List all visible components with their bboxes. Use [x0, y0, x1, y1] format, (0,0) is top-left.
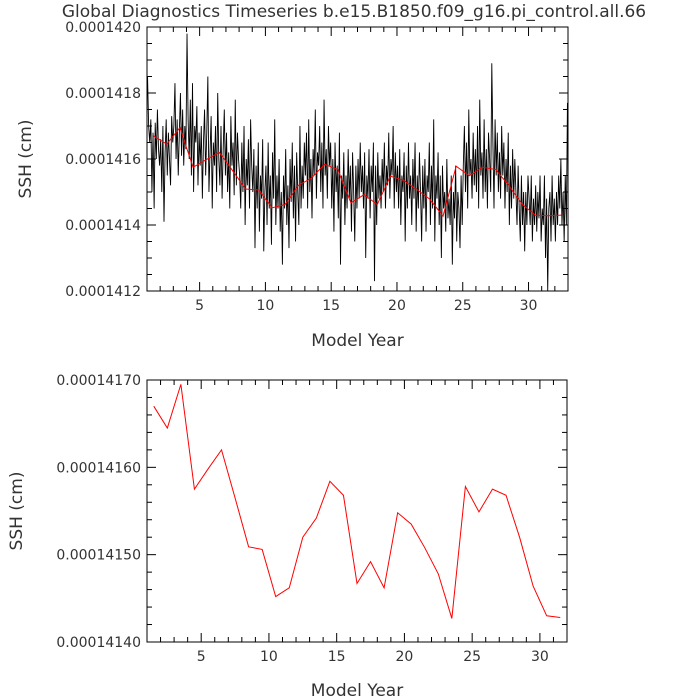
top-panel-y-axis-label: SSH (cm)	[16, 120, 36, 199]
y-tick-label: 0.00014160	[56, 460, 141, 476]
x-tick-label: 15	[328, 649, 346, 665]
annual-mean-series-line	[153, 126, 562, 218]
top-panel: 5 10 15 20 25 30 0.0001412 0.0001414 0.0001416 0.…	[16, 20, 569, 351]
y-tick-label: 0.0001414	[65, 218, 141, 234]
top-panel-tick-labels: 5 10 15 20 25 30 0.0001412 0.0001414 0.0001416 0.…	[65, 20, 537, 314]
bottom-panel-series	[153, 384, 561, 619]
x-tick-label: 10	[260, 649, 278, 665]
x-tick-label: 10	[256, 298, 274, 314]
top-panel-x-axis-label: Model Year	[311, 331, 403, 351]
figure-title: Global Diagnostics Timeseries b.e15.B185…	[62, 2, 646, 22]
top-panel-series	[147, 33, 568, 291]
bottom-panel-ticks	[146, 379, 568, 643]
x-tick-label: 20	[388, 298, 406, 314]
monthly-series-line	[147, 33, 568, 291]
x-tick-label: 30	[531, 649, 549, 665]
bottom-panel: 5 10 15 20 25 30 0.00014140 0.00014150 0.0001416…	[7, 373, 568, 700]
bottom-panel-frame	[146, 379, 568, 643]
y-tick-label: 0.0001416	[65, 152, 141, 168]
y-tick-label: 0.00014170	[56, 373, 141, 389]
y-tick-label: 0.0001420	[65, 20, 141, 36]
y-tick-label: 0.00014150	[56, 548, 141, 564]
bottom-panel-x-axis-label: Model Year	[311, 681, 403, 700]
x-tick-label: 5	[195, 298, 204, 314]
bottom-panel-tick-labels: 5 10 15 20 25 30 0.00014140 0.00014150 0.0001416…	[56, 373, 548, 665]
x-tick-label: 30	[520, 298, 538, 314]
top-panel-ticks	[146, 26, 569, 292]
y-tick-label: 0.0001412	[65, 284, 141, 300]
x-tick-label: 25	[463, 649, 481, 665]
bottom-panel-y-axis-label: SSH (cm)	[7, 472, 27, 551]
annual-mean-series-line	[153, 384, 561, 619]
x-tick-label: 25	[454, 298, 472, 314]
top-panel-frame	[146, 26, 569, 292]
x-tick-label: 5	[197, 649, 206, 665]
y-tick-label: 0.00014140	[56, 635, 141, 651]
y-tick-label: 0.0001418	[65, 86, 141, 102]
x-tick-label: 15	[322, 298, 340, 314]
x-tick-label: 20	[396, 649, 414, 665]
